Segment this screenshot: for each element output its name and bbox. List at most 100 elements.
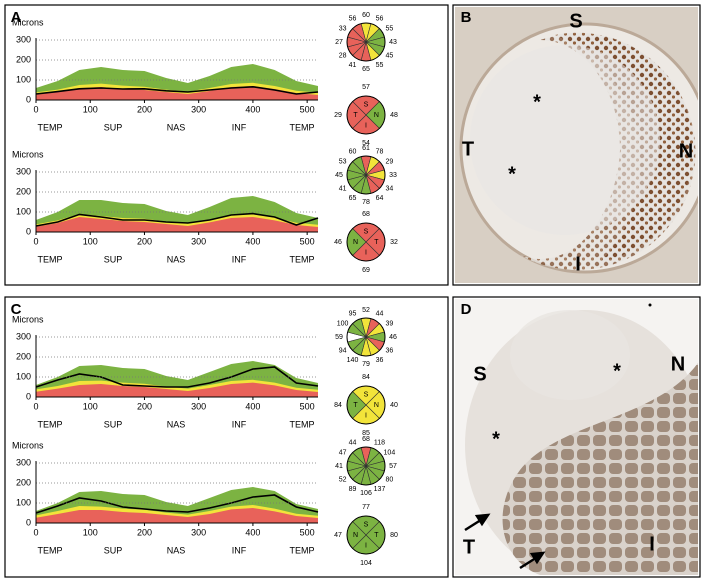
sector-value: 44: [376, 310, 384, 317]
sector-value: 27: [335, 39, 343, 46]
sector-value: 137: [374, 486, 386, 493]
sector-value: 45: [385, 52, 393, 59]
sector-value: 56: [376, 15, 384, 22]
quadrant-value: 84: [362, 374, 370, 381]
quadrant-value: 54: [362, 140, 370, 147]
region-label: NAS: [167, 254, 186, 264]
region-label: SUP: [104, 545, 123, 555]
sector-value: 36: [376, 357, 384, 364]
y-tick-label: 100: [16, 74, 31, 84]
area: [36, 86, 318, 100]
image-label: I: [575, 253, 581, 275]
sector-value: 100: [337, 320, 349, 327]
panel-letter: D: [461, 301, 472, 318]
x-tick-label: 0: [33, 104, 38, 114]
quadrant-label: I: [365, 122, 367, 129]
quadrant-outline: [346, 222, 386, 262]
region-label: TEMP: [289, 419, 314, 429]
region-label: TEMP: [37, 122, 62, 132]
sector-value: 57: [389, 463, 397, 470]
sector-value: 46: [389, 334, 397, 341]
x-tick-label: 300: [191, 527, 206, 537]
quadrant-value: 68: [362, 211, 370, 218]
x-tick-label: 300: [191, 104, 206, 114]
y-tick-label: 300: [16, 331, 31, 341]
sector-value: 44: [349, 439, 357, 446]
sector-value: 61: [362, 145, 370, 152]
quadrant-label: T: [353, 402, 358, 409]
x-tick-label: 400: [245, 527, 260, 537]
x-tick-label: 200: [137, 104, 152, 114]
sector-value: 78: [362, 199, 370, 206]
quadrant-value: 48: [390, 112, 398, 119]
x-tick-label: 100: [83, 527, 98, 537]
sector-value: 29: [385, 158, 393, 165]
sector-value: 78: [376, 148, 384, 155]
line: [35, 494, 319, 514]
histology-image: [455, 299, 698, 575]
quadrant-value: 80: [390, 532, 398, 539]
region-label: TEMP: [289, 254, 314, 264]
quadrant-value: 69: [362, 267, 370, 274]
sector-outline: [346, 446, 386, 486]
sector-value: 80: [385, 476, 393, 483]
arrows: [464, 513, 546, 570]
region-label: TEMP: [289, 122, 314, 132]
region-label: TEMP: [37, 254, 62, 264]
quadrant-label: N: [353, 239, 358, 246]
chart-title: Microns: [12, 440, 44, 450]
quadrant-value: 40: [390, 402, 398, 409]
quadrant-label: I: [365, 412, 367, 419]
image-label: N: [679, 140, 693, 162]
line: [35, 85, 319, 95]
region-label: INF: [232, 122, 247, 132]
x-tick-label: 300: [191, 401, 206, 411]
image-label: S: [569, 10, 582, 32]
x-tick-label: 500: [300, 401, 315, 411]
sector-value: 56: [349, 15, 357, 22]
quadrant-outline: [346, 95, 386, 135]
sector-value: 65: [362, 66, 370, 73]
region-label: NAS: [167, 419, 186, 429]
sector-value: 53: [339, 158, 347, 165]
y-tick-label: 0: [26, 94, 31, 104]
region-label: TEMP: [289, 545, 314, 555]
quadrant-value: 57: [362, 84, 370, 91]
region-label: SUP: [104, 122, 123, 132]
quadrant-label: I: [365, 542, 367, 549]
sector-value: 33: [339, 25, 347, 32]
sector-value: 41: [335, 463, 343, 470]
quadrant-value: 32: [390, 239, 398, 246]
area: [36, 382, 318, 397]
image-label: S: [473, 363, 486, 385]
quadrant-label: N: [374, 112, 379, 119]
image-label: N: [671, 353, 685, 375]
sector-value: 36: [385, 347, 393, 354]
region-label: SUP: [104, 254, 123, 264]
x-tick-label: 300: [191, 236, 206, 246]
quadrant-value: 104: [360, 560, 372, 567]
quadrant-value: 84: [334, 402, 342, 409]
area: [36, 217, 318, 232]
y-tick-label: 100: [16, 206, 31, 216]
sector-value: 118: [374, 439, 385, 446]
line: [35, 212, 319, 227]
y-tick-label: 300: [16, 166, 31, 176]
x-tick-label: 500: [300, 527, 315, 537]
x-tick-label: 200: [137, 527, 152, 537]
x-tick-label: 400: [245, 401, 260, 411]
sector-value: 59: [335, 334, 343, 341]
region-label: INF: [232, 419, 247, 429]
y-tick-label: 200: [16, 54, 31, 64]
quadrant-value: 85: [362, 430, 370, 437]
sector-value: 95: [349, 310, 357, 317]
sector-value: 41: [349, 62, 357, 69]
region-label: NAS: [167, 545, 186, 555]
y-tick-label: 0: [26, 517, 31, 527]
histology-image: [455, 7, 698, 283]
sector-value: 39: [385, 320, 393, 327]
quadrant-label: I: [365, 249, 367, 256]
y-tick-label: 300: [16, 457, 31, 467]
sector-value: 43: [389, 39, 397, 46]
